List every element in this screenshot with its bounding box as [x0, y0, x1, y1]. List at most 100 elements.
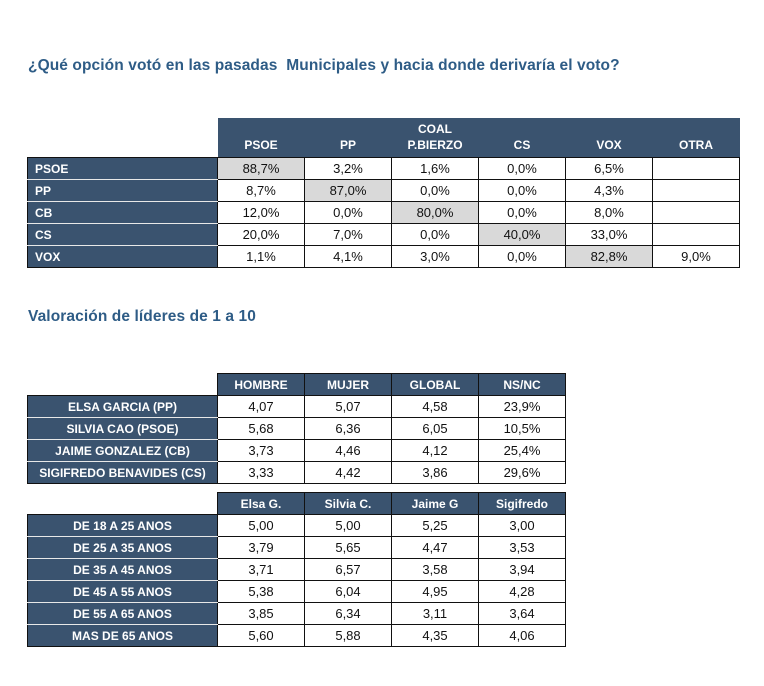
data-cell: 6,5% — [565, 157, 653, 180]
data-cell: 87,0% — [304, 179, 392, 202]
table-row: JAIME GONZALEZ (CB) 3,73 4,46 4,12 25,4% — [27, 439, 566, 462]
column-header: Jaime G — [391, 492, 479, 515]
vote-transfer-table-container: COAL PSOE PP P.BIERZO CS VOX OTRA PSOE 88,7% 3,2%… — [27, 118, 740, 268]
column-header: NS/NC — [478, 373, 566, 396]
row-label: CS — [27, 223, 218, 246]
data-cell: 3,53 — [478, 536, 566, 559]
data-cell: 29,6% — [478, 461, 566, 484]
table-corner-cell — [27, 118, 218, 158]
data-cell: 23,9% — [478, 395, 566, 418]
column-group-header — [652, 118, 740, 137]
data-cell: 4,47 — [391, 536, 479, 559]
column-group-header — [304, 118, 392, 137]
data-cell: 8,7% — [217, 179, 305, 202]
column-group-header — [478, 118, 566, 137]
data-cell: 3,86 — [391, 461, 479, 484]
data-cell: 10,5% — [478, 417, 566, 440]
vote-transfer-table: COAL PSOE PP P.BIERZO CS VOX OTRA PSOE 88,7% 3,2%… — [27, 118, 740, 268]
column-header: CS — [478, 137, 566, 158]
column-header: PSOE — [217, 137, 305, 158]
age-rating-table-container: Elsa G. Silvia C. Jaime G Sigifredo DE 18 A … — [27, 492, 566, 647]
data-cell: 20,0% — [217, 223, 305, 246]
data-cell: 0,0% — [478, 201, 566, 224]
table-row: CS 20,0% 7,0% 0,0% 40,0% 33,0% — [27, 223, 740, 246]
table-row: ELSA GARCIA (PP) 4,07 5,07 4,58 23,9% — [27, 395, 566, 418]
table-row: CB 12,0% 0,0% 80,0% 0,0% 8,0% — [27, 201, 740, 224]
data-cell: 5,07 — [304, 395, 392, 418]
table-row: SIGIFREDO BENAVIDES (CS) 3,33 4,42 3,86 29,6… — [27, 461, 566, 484]
data-cell: 12,0% — [217, 201, 305, 224]
data-cell: 8,0% — [565, 201, 653, 224]
data-cell: 5,68 — [217, 417, 305, 440]
column-group-header: COAL — [391, 118, 479, 137]
data-cell: 4,95 — [391, 580, 479, 603]
column-header: Sigifredo — [478, 492, 566, 515]
data-cell: 0,0% — [478, 179, 566, 202]
data-cell: 4,58 — [391, 395, 479, 418]
row-label: DE 35 A 45 ANOS — [27, 558, 218, 581]
data-cell: 33,0% — [565, 223, 653, 246]
data-cell: 3,0% — [391, 245, 479, 268]
data-cell: 4,3% — [565, 179, 653, 202]
data-cell: 0,0% — [304, 201, 392, 224]
column-header: HOMBRE — [217, 373, 305, 396]
data-cell: 4,1% — [304, 245, 392, 268]
data-cell: 3,58 — [391, 558, 479, 581]
section-title-leader-rating: Valoración de líderes de 1 a 10 — [28, 308, 256, 325]
data-cell: 6,34 — [304, 602, 392, 625]
data-cell: 4,35 — [391, 624, 479, 647]
data-cell: 9,0% — [652, 245, 740, 268]
leaders-rating-table: HOMBRE MUJER GLOBAL NS/NC ELSA GARCIA (PP) 4,… — [27, 373, 566, 484]
table-row: DE 25 A 35 ANOS 3,79 5,65 4,47 3,53 — [27, 536, 566, 559]
row-label: JAIME GONZALEZ (CB) — [27, 439, 218, 462]
row-label: DE 55 A 65 ANOS — [27, 602, 218, 625]
age-rating-table: Elsa G. Silvia C. Jaime G Sigifredo DE 18 A … — [27, 492, 566, 647]
data-cell: 3,94 — [478, 558, 566, 581]
data-cell: 25,4% — [478, 439, 566, 462]
row-label: DE 18 A 25 ANOS — [27, 514, 218, 537]
data-cell: 5,65 — [304, 536, 392, 559]
data-cell: 80,0% — [391, 201, 479, 224]
row-label: CB — [27, 201, 218, 224]
row-label: DE 25 A 35 ANOS — [27, 536, 218, 559]
data-cell: 4,06 — [478, 624, 566, 647]
table-corner-cell — [27, 373, 218, 396]
section-title-vote-transfer: ¿Qué opción votó en las pasadas Municipa… — [28, 57, 620, 74]
row-label: ELSA GARCIA (PP) — [27, 395, 218, 418]
data-cell — [652, 157, 740, 180]
column-header: Elsa G. — [217, 492, 305, 515]
row-label: DE 45 A 55 ANOS — [27, 580, 218, 603]
table-row: PSOE 88,7% 3,2% 1,6% 0,0% 6,5% — [27, 157, 740, 180]
data-cell: 5,88 — [304, 624, 392, 647]
column-header: PP — [304, 137, 392, 158]
data-cell: 3,11 — [391, 602, 479, 625]
data-cell: 0,0% — [478, 157, 566, 180]
data-cell: 0,0% — [391, 179, 479, 202]
table-corner-cell — [27, 492, 218, 515]
data-cell — [652, 223, 740, 246]
data-cell: 0,0% — [391, 223, 479, 246]
row-label: VOX — [27, 245, 218, 268]
data-cell: 6,36 — [304, 417, 392, 440]
row-label: SILVIA CAO (PSOE) — [27, 417, 218, 440]
data-cell: 5,38 — [217, 580, 305, 603]
data-cell: 88,7% — [217, 157, 305, 180]
data-cell: 6,04 — [304, 580, 392, 603]
column-header: VOX — [565, 137, 653, 158]
column-group-header — [565, 118, 653, 137]
data-cell: 3,71 — [217, 558, 305, 581]
column-header: P.BIERZO — [391, 137, 479, 158]
table-row: DE 35 A 45 ANOS 3,71 6,57 3,58 3,94 — [27, 558, 566, 581]
data-cell: 4,46 — [304, 439, 392, 462]
data-cell: 4,28 — [478, 580, 566, 603]
column-header: Silvia C. — [304, 492, 392, 515]
row-label: PSOE — [27, 157, 218, 180]
data-cell: 82,8% — [565, 245, 653, 268]
table-row: DE 18 A 25 ANOS 5,00 5,00 5,25 3,00 — [27, 514, 566, 537]
data-cell: 6,05 — [391, 417, 479, 440]
data-cell: 3,2% — [304, 157, 392, 180]
row-label: MAS DE 65 ANOS — [27, 624, 218, 647]
data-cell: 1,1% — [217, 245, 305, 268]
data-cell: 4,12 — [391, 439, 479, 462]
